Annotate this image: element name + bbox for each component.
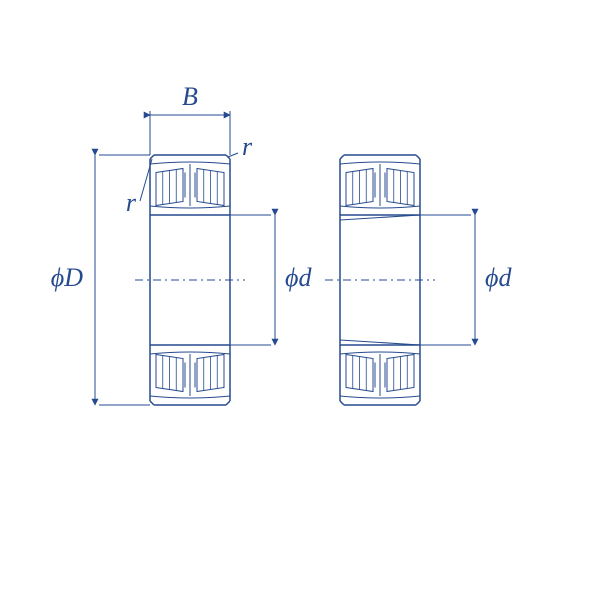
label-phid-right: ϕd [485, 263, 512, 292]
label-r-top: r [242, 132, 253, 161]
bearing-diagram: BϕD ϕd ϕd r r [0, 0, 600, 600]
label-phid-left: ϕd [285, 263, 312, 292]
label-B: B [182, 82, 198, 111]
label-phiD: ϕD [51, 263, 83, 292]
label-r-left: r [126, 188, 137, 217]
